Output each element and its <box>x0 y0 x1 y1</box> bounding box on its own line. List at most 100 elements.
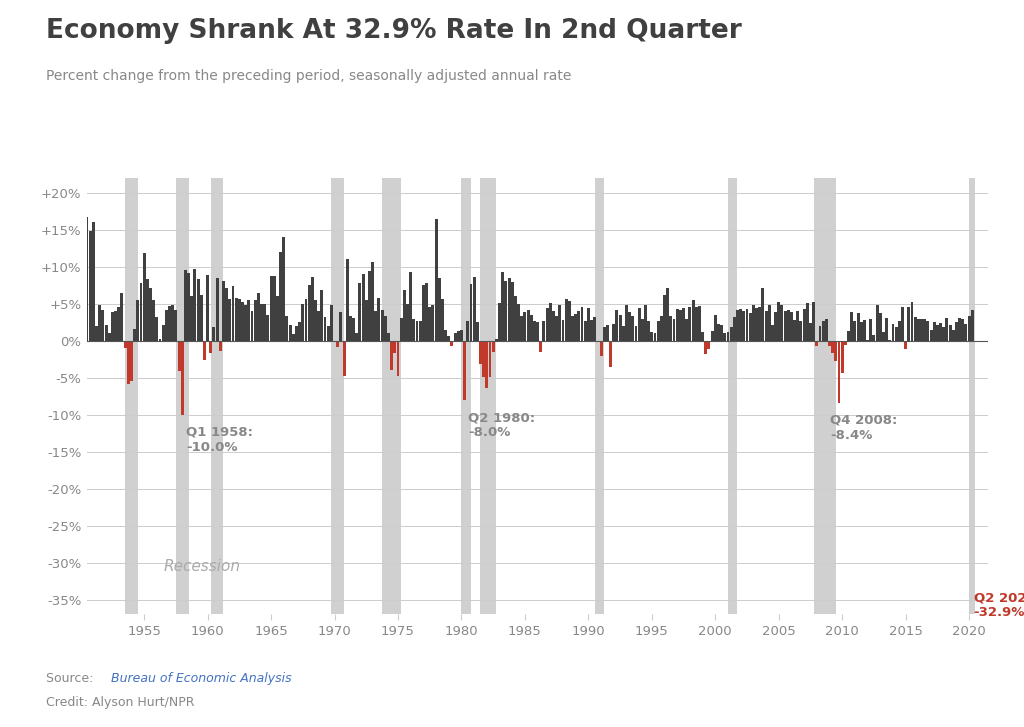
Bar <box>898 321 901 341</box>
Bar <box>676 309 679 341</box>
Bar <box>266 315 269 341</box>
Bar <box>532 321 536 341</box>
Bar <box>419 321 422 341</box>
Bar <box>790 312 793 341</box>
Bar <box>222 281 225 341</box>
Bar <box>606 325 609 341</box>
Bar <box>92 222 95 341</box>
Bar <box>587 308 590 341</box>
Bar <box>479 341 482 364</box>
Bar <box>431 305 434 341</box>
Bar <box>863 320 866 341</box>
Bar <box>723 334 726 341</box>
Bar <box>857 313 859 341</box>
Bar <box>916 319 920 341</box>
Bar <box>428 308 431 341</box>
Bar <box>444 329 447 341</box>
Bar <box>209 341 212 353</box>
Bar <box>104 325 108 341</box>
Bar <box>815 341 818 346</box>
Bar <box>728 178 737 614</box>
Bar <box>948 325 951 341</box>
Bar <box>777 302 780 341</box>
Bar <box>603 327 605 341</box>
Bar <box>121 293 124 341</box>
Bar <box>321 291 324 341</box>
Bar <box>275 296 279 341</box>
Bar <box>844 341 847 345</box>
Bar <box>825 319 827 341</box>
Bar <box>463 341 466 400</box>
Bar <box>438 278 440 341</box>
Bar <box>698 306 700 341</box>
Bar <box>384 316 387 341</box>
Bar <box>558 305 561 341</box>
Bar <box>260 304 263 341</box>
Bar <box>866 340 869 341</box>
Bar <box>885 318 888 341</box>
Bar <box>393 341 396 353</box>
Bar <box>584 321 587 341</box>
Bar <box>818 326 821 341</box>
Bar <box>638 308 641 341</box>
Bar <box>574 314 578 341</box>
Bar <box>774 312 777 341</box>
Bar <box>441 300 443 341</box>
Bar <box>203 341 206 360</box>
Bar <box>410 272 412 341</box>
Bar <box>234 298 238 341</box>
Bar <box>187 273 190 341</box>
Bar <box>407 304 409 341</box>
Bar <box>422 285 425 341</box>
Bar <box>283 237 286 341</box>
Bar <box>114 311 117 341</box>
Text: Q1 1958:
-10.0%: Q1 1958: -10.0% <box>186 426 253 454</box>
Bar <box>958 318 962 341</box>
Bar <box>803 309 806 341</box>
Bar <box>739 309 742 341</box>
Bar <box>108 334 111 341</box>
Bar <box>133 329 136 341</box>
Bar <box>814 178 836 614</box>
Bar <box>945 318 948 341</box>
Bar <box>295 326 298 341</box>
Bar <box>841 341 844 373</box>
Bar <box>482 341 485 377</box>
Bar <box>942 326 945 341</box>
Bar <box>628 312 631 341</box>
Bar <box>644 305 647 341</box>
Bar <box>951 330 954 341</box>
Bar <box>526 310 529 341</box>
Bar <box>892 324 894 341</box>
Bar <box>272 276 275 341</box>
Bar <box>381 310 384 341</box>
Bar <box>711 332 714 341</box>
Bar <box>130 341 133 381</box>
Bar <box>324 317 327 341</box>
Bar <box>190 296 194 341</box>
Bar <box>529 315 532 341</box>
Bar <box>593 317 596 341</box>
Bar <box>349 316 352 341</box>
Bar <box>492 341 495 352</box>
Bar <box>514 297 517 341</box>
Bar <box>609 341 612 366</box>
Bar <box>730 327 732 341</box>
Bar <box>434 219 437 341</box>
Bar <box>695 308 697 341</box>
Bar <box>806 303 809 341</box>
Bar <box>517 304 520 341</box>
Bar <box>561 320 564 341</box>
Bar <box>726 332 729 341</box>
Bar <box>821 321 824 341</box>
Bar <box>828 341 830 346</box>
Bar <box>470 284 472 341</box>
Bar <box>682 308 685 341</box>
Bar <box>174 310 177 341</box>
Bar <box>879 313 882 341</box>
Bar <box>939 323 942 341</box>
Bar <box>595 178 604 614</box>
Bar <box>327 326 330 341</box>
Bar <box>838 341 841 403</box>
Bar <box>688 307 691 341</box>
